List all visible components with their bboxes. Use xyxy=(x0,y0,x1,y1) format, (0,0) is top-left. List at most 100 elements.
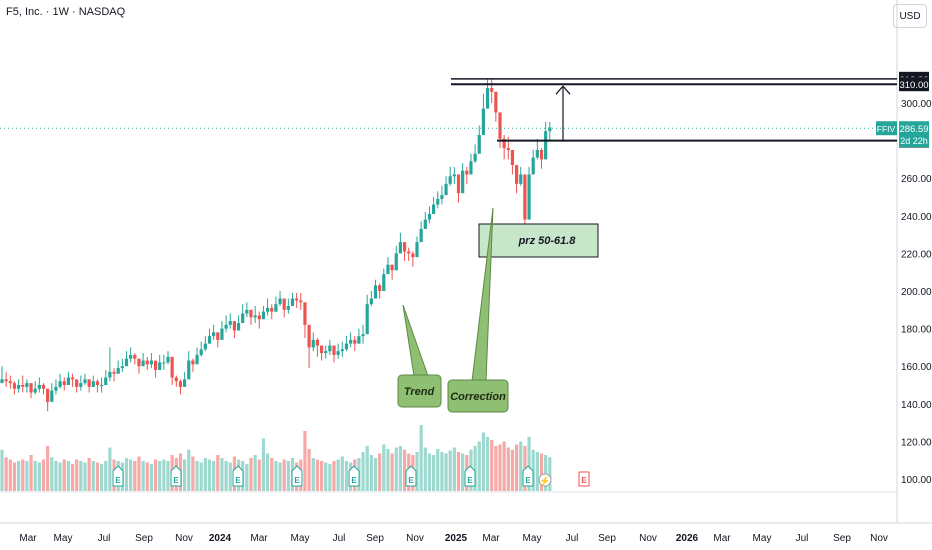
candle-body xyxy=(444,183,448,196)
candle-body xyxy=(50,390,54,402)
candle-body xyxy=(17,385,21,389)
candle-body xyxy=(70,377,75,380)
candle-body xyxy=(544,131,548,160)
volume-bar xyxy=(25,461,29,491)
volume-bar xyxy=(166,461,170,491)
candle-body xyxy=(145,360,149,365)
candle-body xyxy=(137,358,141,367)
candle-body xyxy=(535,150,539,158)
candle-body xyxy=(25,383,29,387)
last-price-tag-bg xyxy=(899,121,929,148)
candle-body xyxy=(349,339,353,344)
candle-body xyxy=(490,87,494,92)
currency-button[interactable]: USD xyxy=(893,4,927,28)
candle-body xyxy=(369,298,373,305)
volume-bar xyxy=(87,458,91,491)
volume-bar xyxy=(253,455,257,491)
x-tick-label: Jul xyxy=(796,533,809,544)
volume-bar xyxy=(129,459,133,491)
candle-body xyxy=(216,332,220,340)
trend-callout-box xyxy=(397,374,442,408)
x-tick-label: May xyxy=(291,533,310,544)
volume-bar xyxy=(207,459,212,491)
candle-body xyxy=(195,354,199,365)
candle-body xyxy=(527,174,531,220)
volume-bar xyxy=(539,453,544,491)
volume-bar xyxy=(390,453,394,491)
candle-body xyxy=(274,304,278,312)
earnings-marker-letter: E xyxy=(235,476,241,485)
earnings-marker-letter: E xyxy=(467,476,473,485)
x-tick-label: Mar xyxy=(713,533,731,544)
volume-bar xyxy=(286,461,290,491)
volume-bar xyxy=(369,455,373,491)
x-tick-label: 2024 xyxy=(209,533,232,544)
volume-bar xyxy=(83,462,87,491)
candle-body xyxy=(166,356,170,363)
volume-bar xyxy=(195,461,199,491)
y-tick-label: 300.00 xyxy=(901,99,932,110)
candle-body xyxy=(232,321,236,331)
volume-bar xyxy=(46,446,50,491)
volume-bar xyxy=(456,452,461,491)
candle-body xyxy=(448,176,452,184)
y-tick-label: 260.00 xyxy=(901,174,932,185)
candle-body xyxy=(465,170,469,175)
candle-body xyxy=(228,321,232,325)
volume-bar xyxy=(261,438,266,491)
future-earnings-letter: E xyxy=(581,476,587,485)
candle-body xyxy=(12,383,17,389)
candle-body xyxy=(344,343,349,350)
volume-bar xyxy=(506,447,510,491)
volume-bar xyxy=(12,462,17,491)
candle-body xyxy=(548,127,552,132)
volume-bar xyxy=(124,458,129,491)
volume-bar xyxy=(436,449,440,491)
volume-bar xyxy=(149,464,153,491)
candle-body xyxy=(394,253,398,271)
x-tick-label: May xyxy=(523,533,542,544)
volume-bar xyxy=(17,461,21,491)
candle-body xyxy=(502,138,506,149)
volume-bar xyxy=(228,462,232,491)
candle-body xyxy=(261,311,266,320)
volume-bar xyxy=(41,459,46,491)
candle-body xyxy=(236,322,241,331)
candle-body xyxy=(365,304,369,335)
volume-bar xyxy=(33,461,37,491)
candle-body xyxy=(100,385,104,386)
volume-bar xyxy=(332,461,336,491)
candle-body xyxy=(440,195,444,199)
volume-bar xyxy=(490,440,494,491)
candle-body xyxy=(519,174,523,184)
volume-bar xyxy=(515,444,519,491)
volume-bar xyxy=(378,453,382,491)
candle-body xyxy=(245,309,249,314)
earnings-marker: E xyxy=(464,465,476,487)
x-tick-label: Jul xyxy=(98,533,111,544)
volume-bar xyxy=(448,450,452,491)
candle-body xyxy=(473,153,477,162)
candle-body xyxy=(170,356,174,378)
volume-bar xyxy=(212,461,216,491)
candle-body xyxy=(506,148,510,150)
candle-body xyxy=(286,306,290,310)
volume-bar xyxy=(531,449,535,491)
candle-body xyxy=(270,307,274,312)
volume-bar xyxy=(365,446,369,491)
event-marker-icon: ⚡ xyxy=(539,475,550,487)
candle-body xyxy=(411,253,415,258)
earnings-marker: E xyxy=(232,465,244,487)
candle-body xyxy=(357,336,361,344)
x-tick-label: Jul xyxy=(333,533,346,544)
price-label-310: 310.00 xyxy=(899,80,928,91)
candle-body xyxy=(311,339,315,348)
volume-bar xyxy=(158,461,162,491)
volume-bar xyxy=(461,453,465,491)
candle-body xyxy=(353,339,357,344)
volume-bar xyxy=(278,462,282,491)
volume-bar xyxy=(8,459,12,491)
earnings-marker: E xyxy=(291,465,303,487)
x-tick-label: Sep xyxy=(598,533,616,544)
